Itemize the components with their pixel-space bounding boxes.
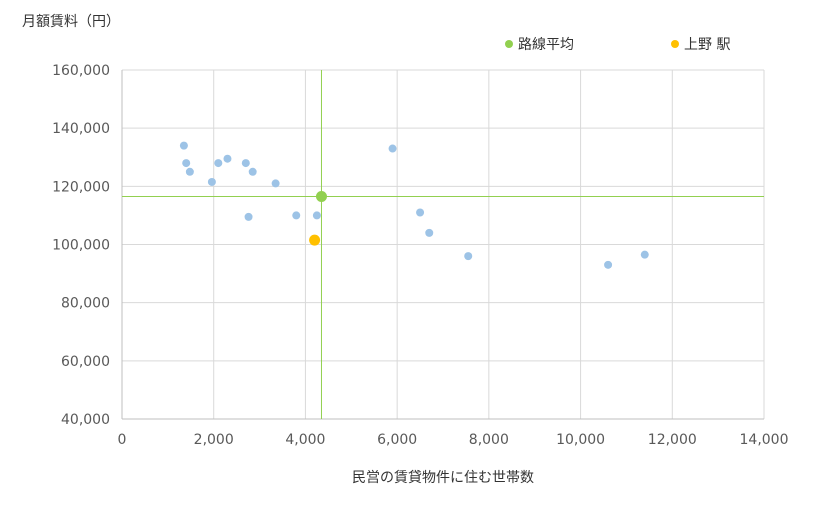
legend-label-highlight: 上野 駅 — [684, 37, 730, 53]
legend-marker-highlight — [671, 40, 679, 48]
station-point — [223, 154, 232, 163]
data-points — [179, 141, 649, 269]
station-point — [604, 260, 613, 269]
legend: 路線平均 上野 駅 — [505, 37, 730, 53]
average-point — [315, 191, 327, 203]
legend-label-average: 路線平均 — [518, 37, 574, 53]
x-tick-label: 8,000 — [469, 432, 509, 448]
y-tick-label: 100,000 — [52, 238, 110, 254]
reference-lines — [122, 70, 764, 419]
y-tick-label: 140,000 — [52, 121, 110, 137]
station-point — [388, 144, 397, 153]
axes — [121, 70, 764, 420]
station-point — [640, 250, 649, 259]
x-tick-label: 2,000 — [194, 432, 234, 448]
station-point — [416, 208, 425, 217]
station-point — [292, 211, 301, 220]
x-tick-label: 14,000 — [740, 432, 789, 448]
station-point — [271, 179, 280, 188]
highlight-point — [309, 234, 321, 246]
grid — [122, 69, 765, 419]
x-tick-label: 10,000 — [556, 432, 605, 448]
station-point — [312, 211, 321, 220]
y-tick-label: 160,000 — [52, 63, 110, 79]
y-tick-label: 60,000 — [61, 354, 110, 370]
y-tick-label: 120,000 — [52, 179, 110, 195]
station-point — [244, 212, 253, 221]
station-point — [241, 159, 250, 168]
y-tick-label: 80,000 — [61, 296, 110, 312]
station-point — [464, 252, 473, 261]
x-tick-label: 6,000 — [377, 432, 417, 448]
station-point — [185, 167, 194, 176]
tick-labels: 0 2,000 4,000 6,000 8,000 10,000 12,000 14,000 4… — [52, 63, 788, 448]
station-point — [179, 141, 188, 150]
x-axis-title: 民営の賃貸物件に住む世帯数 — [352, 470, 534, 486]
y-axis-title: 月額賃料（円） — [22, 14, 120, 30]
y-tick-label: 40,000 — [61, 412, 110, 428]
station-point — [425, 228, 434, 237]
station-point — [207, 177, 216, 186]
legend-marker-average — [505, 40, 513, 48]
x-tick-label: 12,000 — [648, 432, 697, 448]
station-point — [182, 159, 191, 168]
station-point — [214, 159, 223, 168]
x-tick-label: 4,000 — [285, 432, 325, 448]
station-point — [248, 167, 257, 176]
x-tick-label: 0 — [118, 432, 127, 448]
